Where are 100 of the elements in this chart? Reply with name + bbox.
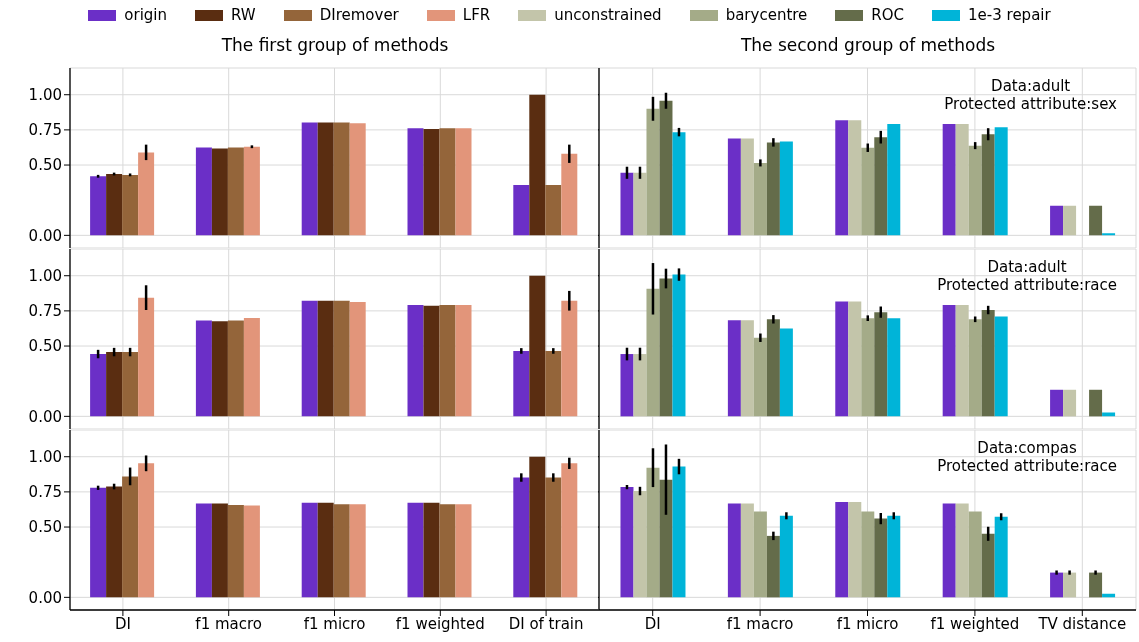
- y-tick-label: 0.00: [28, 407, 62, 426]
- bar: [955, 124, 969, 236]
- bar: [1063, 389, 1077, 417]
- bar: [529, 456, 546, 598]
- bar: [333, 300, 350, 417]
- y-tick-label: 0.00: [28, 226, 62, 245]
- bar: [981, 134, 995, 236]
- bar: [106, 352, 123, 417]
- bar: [620, 354, 634, 417]
- bar: [243, 146, 260, 236]
- bar: [455, 128, 472, 236]
- bar: [740, 138, 754, 236]
- x-tick-label: f1 micro: [303, 614, 366, 633]
- bar: [740, 503, 754, 598]
- bar: [766, 142, 780, 236]
- bar: [874, 312, 888, 417]
- bar: [301, 300, 318, 417]
- bar: [942, 124, 956, 236]
- bar: [138, 297, 155, 417]
- bar: [646, 467, 660, 598]
- bar: [513, 350, 530, 417]
- legend-label: origin: [124, 6, 168, 24]
- bar: [1050, 572, 1064, 598]
- bar: [138, 152, 155, 236]
- bar: [1063, 205, 1077, 236]
- bar: [727, 503, 741, 598]
- bar: [633, 172, 647, 236]
- bar: [455, 305, 472, 417]
- bar: [968, 145, 982, 236]
- bar: [887, 515, 901, 598]
- bar: [848, 120, 862, 236]
- bar: [90, 176, 107, 236]
- bar: [545, 185, 562, 236]
- x-tick-label: f1 macro: [195, 614, 263, 633]
- bar: [122, 352, 139, 417]
- y-tick-label: 0.50: [28, 518, 62, 537]
- bar: [455, 504, 472, 598]
- bar: [349, 302, 366, 417]
- legend-label: unconstrained: [554, 6, 662, 24]
- bar: [301, 502, 318, 598]
- legend-label: 1e-3 repair: [968, 6, 1051, 24]
- bar: [243, 505, 260, 598]
- y-tick-label: 0.50: [28, 156, 62, 175]
- bar: [1102, 233, 1116, 236]
- bar: [1089, 572, 1103, 598]
- bar: [1050, 205, 1064, 236]
- bar: [848, 301, 862, 417]
- x-tick-label: f1 weighted: [395, 614, 485, 633]
- bar: [106, 486, 123, 598]
- bar: [106, 174, 123, 236]
- bar: [211, 503, 228, 598]
- bar: [874, 518, 888, 598]
- bar: [407, 128, 424, 236]
- bar: [835, 301, 849, 417]
- bar: [1050, 389, 1064, 417]
- bar: [423, 502, 440, 598]
- bar: [243, 318, 260, 417]
- y-tick-label: 0.75: [28, 121, 62, 140]
- annotation: Protected attribute:race: [937, 276, 1117, 294]
- x-tick-label: DI of train: [508, 614, 584, 633]
- y-tick-label: 0.00: [28, 588, 62, 607]
- bar: [513, 185, 530, 236]
- bar: [887, 124, 901, 236]
- bar: [727, 320, 741, 417]
- bar: [861, 147, 875, 236]
- bar: [994, 127, 1008, 236]
- bar: [211, 148, 228, 236]
- bar: [423, 129, 440, 236]
- bar: [439, 128, 456, 236]
- bar: [955, 503, 969, 598]
- y-tick-label: 0.75: [28, 483, 62, 502]
- bar: [779, 328, 793, 417]
- bar: [981, 310, 995, 417]
- annotation: Data:adult: [986, 258, 1068, 276]
- bar: [122, 476, 139, 598]
- x-tick-label: f1 micro: [836, 614, 899, 633]
- y-tick-label: 1.00: [28, 448, 62, 467]
- bar: [1102, 412, 1116, 417]
- legend-label: LFR: [462, 6, 491, 24]
- bar: [779, 515, 793, 598]
- bar: [848, 502, 862, 598]
- bar: [659, 479, 673, 598]
- bar: [317, 502, 334, 598]
- bar: [835, 120, 849, 236]
- bar: [753, 511, 767, 598]
- bar: [561, 300, 578, 417]
- bar: [620, 172, 634, 236]
- y-tick-label: 0.50: [28, 337, 62, 356]
- bar: [672, 274, 686, 417]
- bar: [753, 337, 767, 417]
- bar: [942, 503, 956, 598]
- x-tick-label: DI: [644, 614, 661, 633]
- bar: [513, 477, 530, 598]
- bar: [138, 463, 155, 598]
- bar: [955, 305, 969, 417]
- bar: [407, 305, 424, 417]
- bar: [887, 318, 901, 417]
- bar: [317, 300, 334, 417]
- bar: [561, 153, 578, 236]
- bar: [529, 94, 546, 236]
